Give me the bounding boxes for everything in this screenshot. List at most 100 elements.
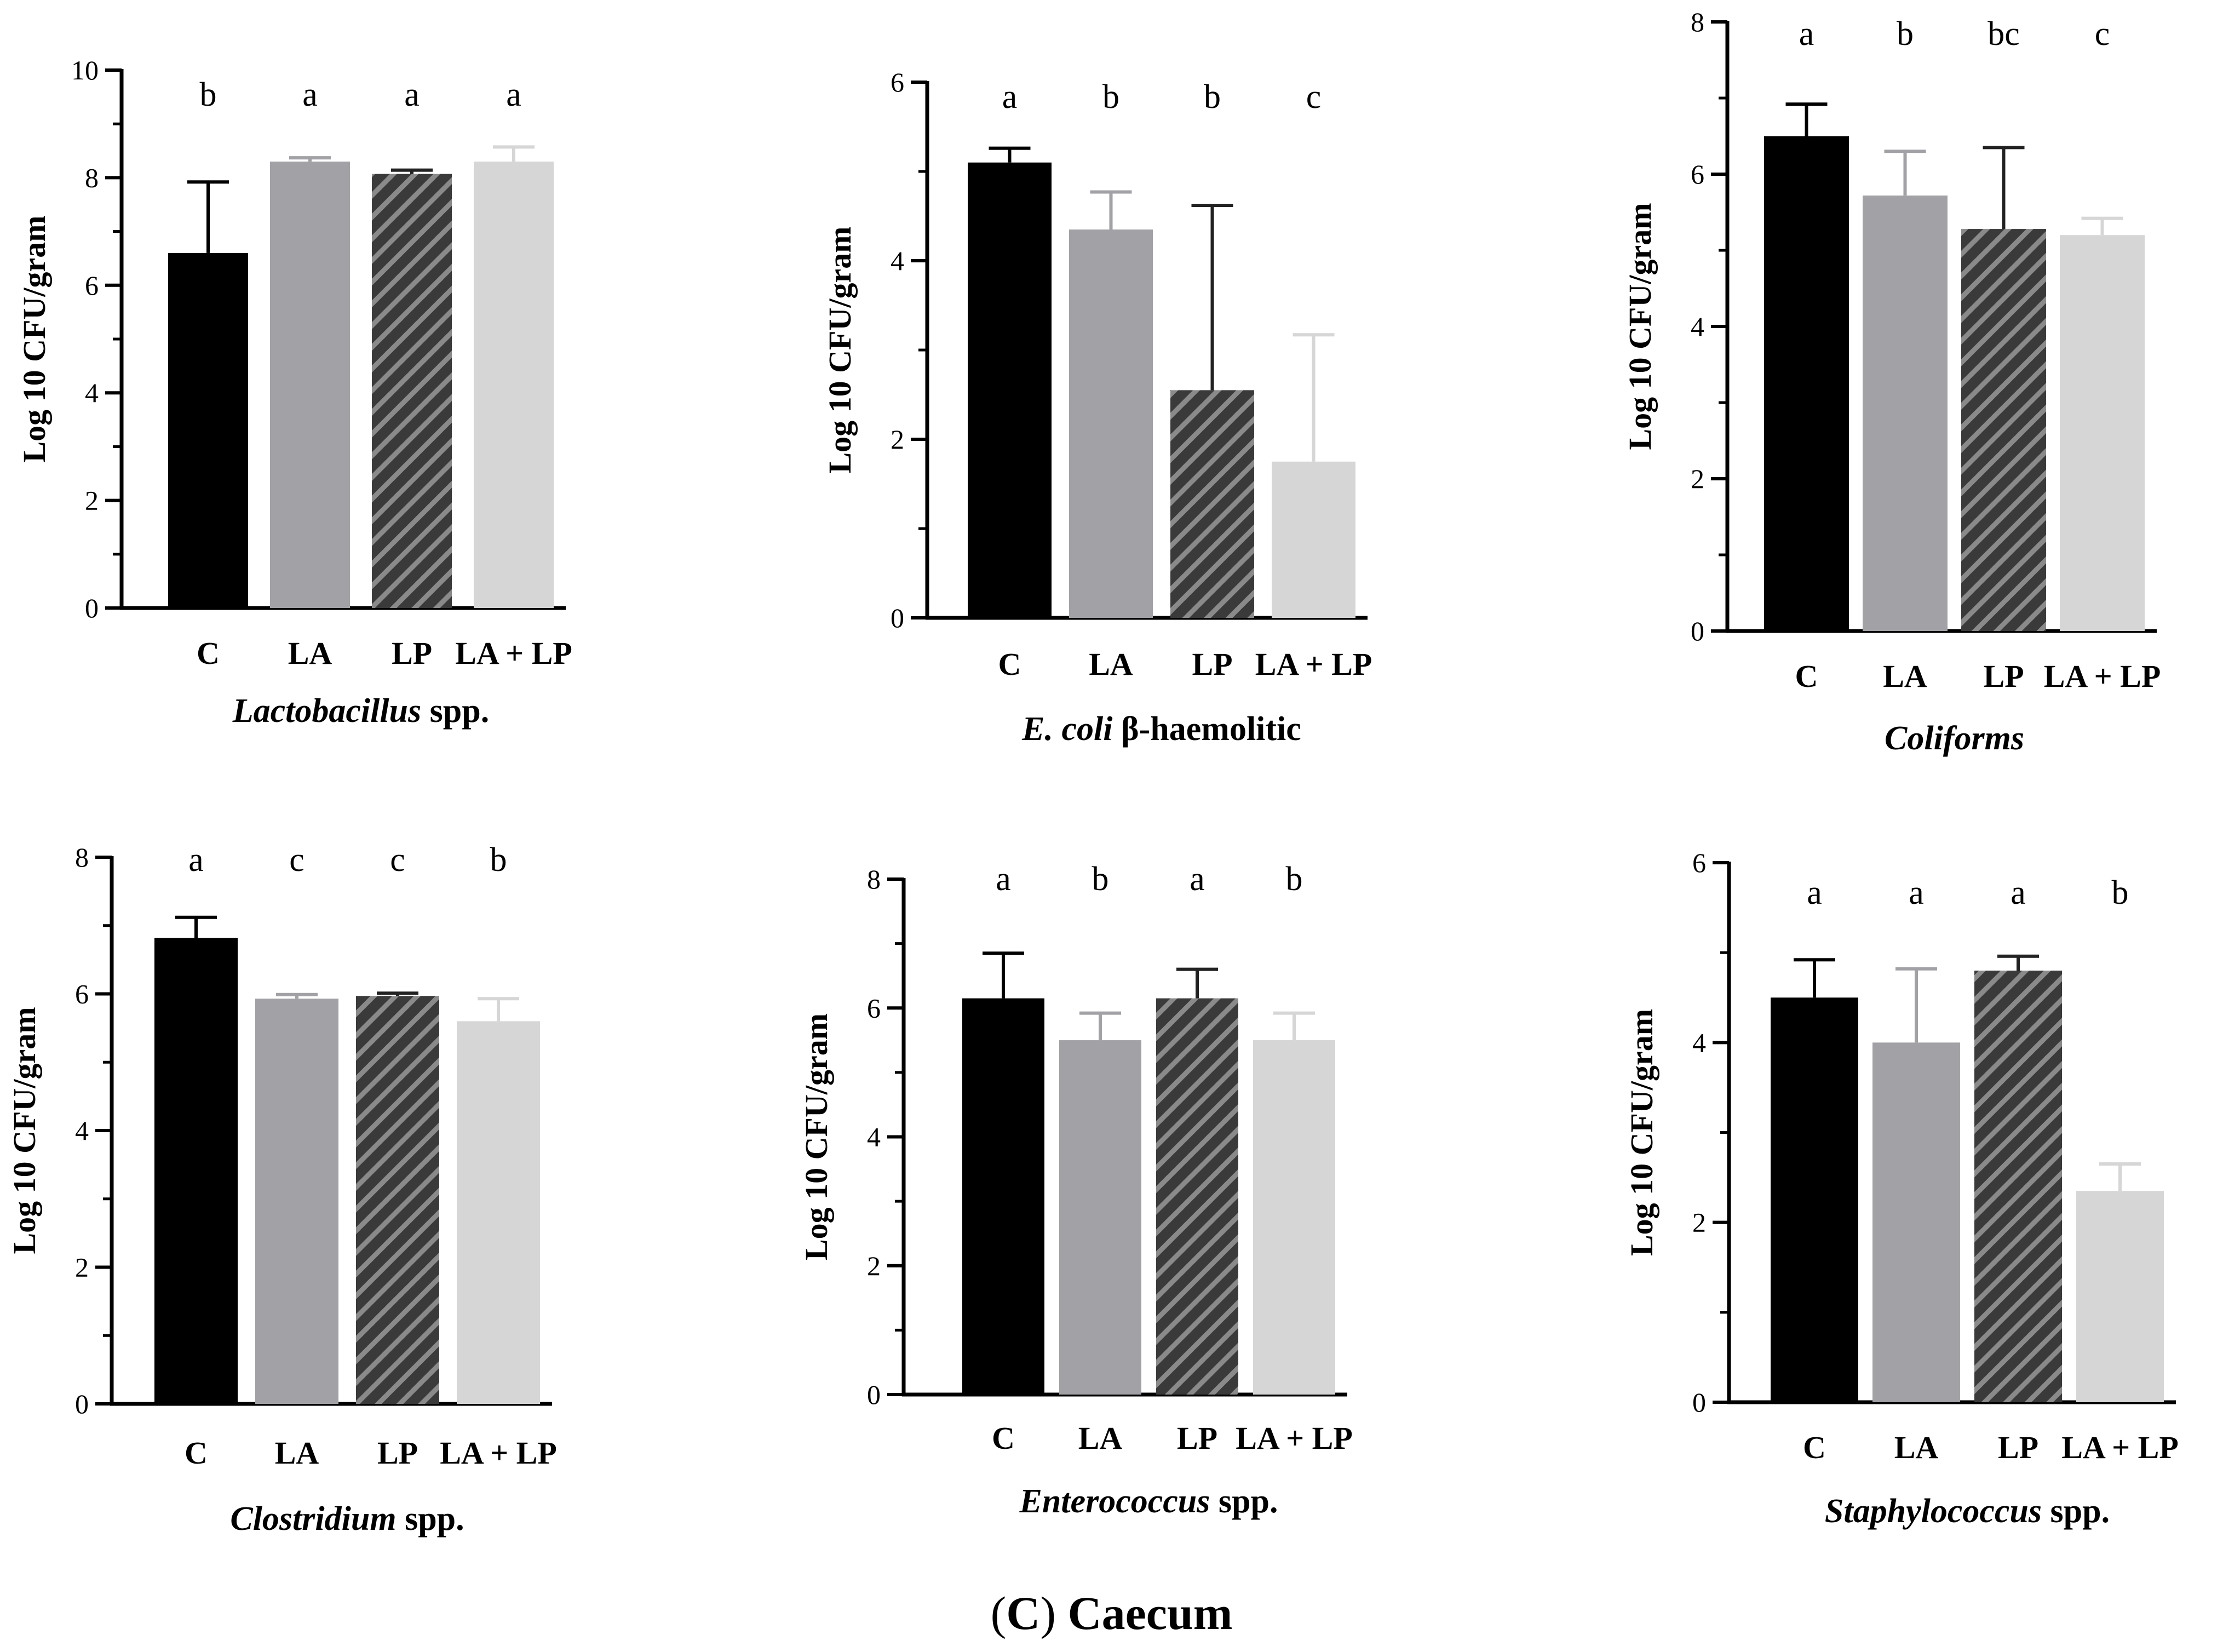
chart-panel-4: 0 2 4 6 8 Log 10 CFU/gram Ca LA c LP c LA + LP b Clos… bbox=[7, 841, 557, 1538]
caption-open-paren: ( bbox=[990, 1587, 1007, 1639]
chart-title-italic: Staphylococcus bbox=[1825, 1493, 2042, 1530]
chart-panel-1: 0 2 4 6 8 10 Log 10 CFU/gram Cb LA a LP a LA + LP a La… bbox=[16, 55, 572, 730]
significance-letter: b bbox=[1286, 861, 1303, 898]
significance-letter: c bbox=[1306, 78, 1322, 116]
y-axis-label: Log 10 CFU/gram bbox=[822, 226, 858, 473]
y-axis-label: Log 10 CFU/gram bbox=[799, 1013, 834, 1260]
bar-lp bbox=[356, 996, 439, 1404]
y-axis-label: Log 10 CFU/gram bbox=[1622, 203, 1658, 450]
bar-lalp bbox=[2076, 1191, 2164, 1402]
y-tick-label: 6 bbox=[891, 67, 904, 97]
bar-c bbox=[968, 162, 1052, 618]
y-tick-label: 4 bbox=[85, 377, 99, 408]
significance-letter: a bbox=[1002, 78, 1018, 116]
significance-letter: a bbox=[188, 841, 204, 879]
x-tick-label: C bbox=[1803, 1430, 1826, 1465]
x-tick-label: LA + LP bbox=[2061, 1430, 2179, 1465]
significance-letter: b bbox=[1204, 78, 1221, 116]
significance-letter: a bbox=[1909, 874, 1924, 911]
x-tick-label: LP bbox=[1998, 1430, 2038, 1465]
y-axis-label: Log 10 CFU/gram bbox=[7, 1007, 42, 1254]
x-tick-label: LA + LP bbox=[440, 1435, 557, 1471]
y-tick-label: 8 bbox=[1691, 7, 1704, 37]
x-tick-label: LA bbox=[1078, 1420, 1123, 1456]
chart-panel-6: 0 2 4 6 Log 10 CFU/gram Ca LA a LP a LA + LP b Staph… bbox=[1624, 847, 2179, 1530]
y-tick-label: 10 bbox=[71, 55, 99, 85]
x-tick-label: LA bbox=[275, 1435, 319, 1471]
chart-title: Enterococcus spp. bbox=[1019, 1483, 1278, 1520]
chart-title-rest: spp. bbox=[421, 692, 489, 730]
x-tick-label: LA bbox=[1089, 646, 1133, 682]
chart-title-italic: Coliforms bbox=[1885, 720, 2024, 757]
bar-c bbox=[1764, 136, 1849, 631]
chart-panel-5: 0 2 4 6 8 Log 10 CFU/gram Ca LA b LP a LA + LP b Ente… bbox=[799, 861, 1353, 1520]
significance-letter: b bbox=[2112, 874, 2129, 911]
chart-panel-3: 0 2 4 6 8 Log 10 CFU/gram Ca LA b LP bc LA + LP c Col… bbox=[1622, 7, 2161, 757]
y-axis-label: Log 10 CFU/gram bbox=[16, 215, 52, 462]
y-tick-label: 0 bbox=[891, 603, 904, 633]
chart-title: Clostridium spp. bbox=[230, 1500, 464, 1538]
bar-lp bbox=[1156, 998, 1238, 1395]
significance-letter: a bbox=[2011, 874, 2026, 911]
chart-title-rest: spp. bbox=[397, 1500, 464, 1538]
chart-title-italic: Enterococcus bbox=[1019, 1483, 1210, 1520]
bar-lp bbox=[1974, 971, 2062, 1402]
bar-lalp bbox=[2060, 235, 2145, 631]
x-tick-label: C bbox=[998, 646, 1021, 682]
significance-letter: a bbox=[1807, 874, 1822, 911]
chart-title-rest: spp. bbox=[1210, 1483, 1278, 1520]
bar-la bbox=[1872, 1042, 1960, 1402]
chart-title-italic: E. coli bbox=[1021, 710, 1112, 748]
caption-letter: C bbox=[1006, 1587, 1041, 1639]
significance-letter: a bbox=[1799, 15, 1814, 53]
x-tick-label: LP bbox=[377, 1435, 418, 1471]
y-tick-label: 8 bbox=[75, 842, 89, 873]
bar-c bbox=[154, 938, 238, 1404]
x-tick-label: C bbox=[197, 635, 220, 671]
y-tick-label: 2 bbox=[1692, 1207, 1706, 1238]
bar-lp bbox=[1170, 390, 1254, 618]
chart-title: Lactobacillus spp. bbox=[232, 692, 490, 730]
x-tick-label: LA + LP bbox=[1255, 646, 1372, 682]
figure-caption: (C) Caecum bbox=[0, 1586, 2223, 1640]
significance-letter: b bbox=[490, 841, 507, 879]
chart-title: Staphylococcus spp. bbox=[1825, 1493, 2110, 1530]
significance-letter: a bbox=[404, 76, 420, 113]
y-tick-label: 8 bbox=[85, 162, 99, 193]
bar-c bbox=[168, 253, 248, 608]
y-tick-label: 4 bbox=[891, 245, 904, 276]
bar-la bbox=[270, 161, 350, 608]
y-tick-label: 2 bbox=[75, 1252, 89, 1283]
significance-letter: c bbox=[289, 841, 305, 879]
significance-letter: a bbox=[302, 76, 318, 113]
chart-title-italic: Clostridium bbox=[230, 1500, 396, 1538]
chart-title-rest: spp. bbox=[2042, 1493, 2110, 1530]
bar-la bbox=[1863, 195, 1948, 631]
y-tick-label: 0 bbox=[75, 1389, 89, 1419]
bar-c bbox=[962, 998, 1044, 1395]
bar-la bbox=[255, 999, 338, 1404]
bar-lalp bbox=[474, 161, 554, 608]
bar-lalp bbox=[457, 1021, 540, 1404]
chart-title: Coliforms bbox=[1885, 720, 2024, 757]
y-tick-label: 6 bbox=[75, 979, 89, 1009]
chart-title-rest: β-haemolitic bbox=[1113, 710, 1301, 748]
x-tick-label: C bbox=[185, 1435, 208, 1471]
y-tick-label: 2 bbox=[867, 1251, 881, 1281]
y-axis-label: Log 10 CFU/gram bbox=[1624, 1009, 1659, 1256]
x-tick-label: LA bbox=[288, 635, 332, 671]
caption-close-paren: ) bbox=[1040, 1587, 1056, 1639]
y-tick-label: 2 bbox=[891, 424, 904, 455]
x-tick-label: LA + LP bbox=[455, 635, 572, 671]
bar-lp bbox=[372, 174, 452, 608]
x-tick-label: C bbox=[1795, 658, 1818, 694]
x-tick-label: LP bbox=[1983, 658, 2024, 694]
chart-title: E. coli β-haemolitic bbox=[1021, 710, 1301, 748]
x-tick-label: LA + LP bbox=[2044, 658, 2161, 694]
significance-letter: bc bbox=[1988, 15, 2020, 53]
bar-la bbox=[1069, 229, 1153, 618]
significance-letter: b bbox=[1102, 78, 1119, 116]
caption-text: Caecum bbox=[1067, 1587, 1233, 1639]
bar-lalp bbox=[1272, 461, 1355, 618]
